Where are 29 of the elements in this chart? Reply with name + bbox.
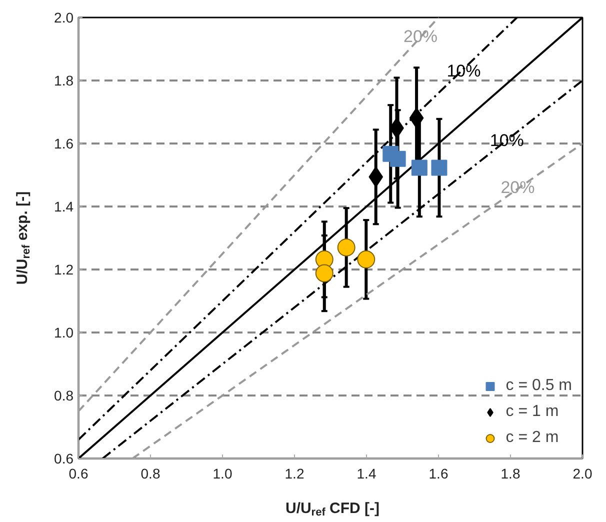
x-tick-label: 2.0: [572, 466, 592, 482]
x-tick-label: 0.8: [140, 466, 160, 482]
point: [357, 250, 376, 268]
x-tick-label: 0.6: [68, 466, 88, 482]
annotation: 10%: [490, 130, 524, 150]
y-tick-label: 0.6: [54, 450, 74, 466]
annotation: 10%: [446, 62, 481, 81]
y-axis-title: U/Uref exp. [-]: [14, 191, 32, 285]
x-tick-label: 1.6: [428, 466, 448, 482]
x-tick-label: 1.4: [356, 466, 376, 482]
x-tick-label: 1.0: [212, 466, 232, 482]
y-tick-label: 1.0: [54, 324, 74, 340]
y-tick-label: 2.0: [54, 10, 74, 26]
y-tick-label: 1.2: [54, 262, 74, 278]
legend-label: c = 0.5 m: [506, 377, 572, 395]
legend-label: c = 1 m: [506, 403, 559, 421]
y-tick-label: 1.8: [54, 72, 74, 88]
point: [431, 160, 448, 176]
point: [337, 238, 356, 256]
point: [411, 160, 428, 176]
point: [390, 150, 406, 167]
legend-label: c = 2 m: [506, 429, 559, 447]
y-tick-label: 0.8: [54, 388, 74, 404]
x-tick-label: 1.2: [284, 466, 304, 482]
point: [315, 264, 334, 282]
annotation: 20%: [500, 178, 535, 198]
x-tick-label: 1.8: [500, 466, 520, 482]
y-tick-label: 1.6: [54, 136, 74, 152]
y-tick-label: 1.4: [54, 198, 74, 214]
